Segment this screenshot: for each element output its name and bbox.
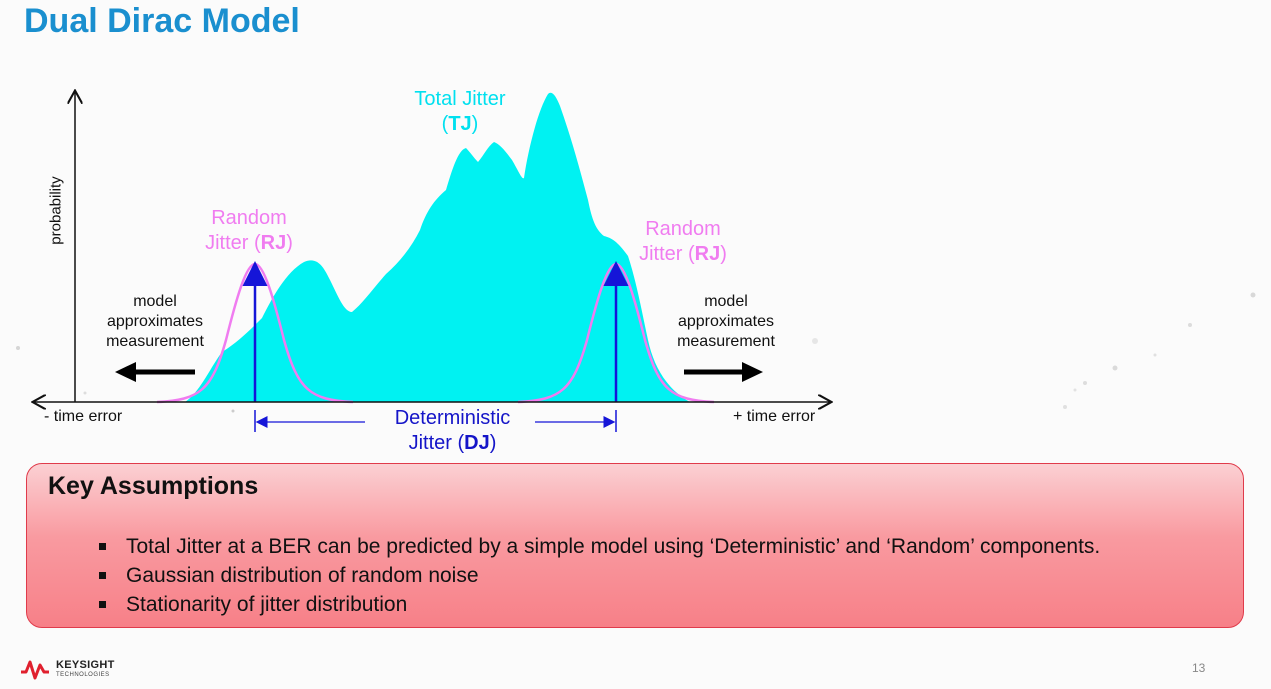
page-number: 13 — [1192, 661, 1206, 675]
deterministic-jitter-label: Deterministic Jitter (DJ) — [370, 406, 535, 456]
rj-left-line1: Random — [211, 207, 287, 229]
model-left-line2: approximates — [106, 313, 204, 330]
rj-right-prefix: Jitter ( — [639, 243, 695, 265]
bullet-icon — [99, 601, 106, 608]
logo-sub: TECHNOLOGIES — [56, 672, 110, 678]
x-axis-negative-label: - time error — [44, 408, 123, 425]
random-jitter-label-right: Random Jitter (RJ) — [618, 217, 748, 267]
model-right-line3: measurement — [677, 333, 775, 350]
key-assumptions-title: Key Assumptions — [48, 472, 259, 500]
dj-line2: Jitter (DJ) — [370, 431, 535, 456]
key-assumptions-box: Key Assumptions Total Jitter at a BER ca… — [26, 463, 1244, 628]
tj-open-paren: ( — [441, 113, 449, 135]
keysight-logo: KEYSIGHT TECHNOLOGIES — [20, 658, 115, 680]
keysight-wave-icon — [21, 660, 49, 680]
page-title: Dual Dirac Model — [24, 2, 300, 40]
tj-close-paren: ) — [471, 113, 479, 135]
logo-name: KEYSIGHT — [56, 659, 115, 671]
dj-acronym: DJ — [464, 432, 490, 454]
dj-close: ) — [489, 432, 497, 454]
assumption-text: Stationarity of jitter distribution — [126, 593, 408, 616]
model-arrowhead-right — [742, 362, 763, 382]
model-approximates-right: model approximates measurement — [656, 292, 796, 352]
rj-right-line2: Jitter (RJ) — [618, 242, 748, 267]
dj-prefix: Jitter ( — [408, 432, 465, 454]
rj-right-line1: Random — [645, 218, 721, 240]
total-jitter-distribution — [185, 92, 690, 403]
y-axis-label: probability — [47, 176, 65, 245]
model-approximates-left: model approximates measurement — [85, 292, 225, 352]
assumptions-list: Total Jitter at a BER can be predicted b… — [99, 532, 1100, 619]
rj-right-close: ) — [720, 243, 727, 265]
rj-left-close: ) — [286, 232, 293, 254]
total-jitter-acronym-line: (TJ) — [390, 112, 530, 137]
model-right-line2: approximates — [677, 313, 775, 330]
list-item: Gaussian distribution of random noise — [99, 561, 1100, 590]
rj-left-prefix: Jitter ( — [205, 232, 261, 254]
total-jitter-label: Total Jitter (TJ) — [390, 87, 530, 137]
bullet-icon — [99, 543, 106, 550]
x-axis-positive-label: + time error — [733, 408, 816, 425]
total-jitter-text: Total Jitter — [414, 88, 506, 110]
tj-acronym: TJ — [448, 113, 472, 135]
rj-left-line2: Jitter (RJ) — [184, 231, 314, 256]
assumption-text: Gaussian distribution of random noise — [126, 564, 479, 587]
random-jitter-label-left: Random Jitter (RJ) — [184, 206, 314, 256]
model-left-line3: measurement — [106, 333, 204, 350]
list-item: Stationarity of jitter distribution — [99, 590, 1100, 619]
dj-line1: Deterministic — [394, 407, 511, 429]
assumption-text: Total Jitter at a BER can be predicted b… — [126, 535, 1101, 558]
rj-right-acronym: RJ — [694, 243, 721, 265]
model-arrowhead-left — [115, 362, 136, 382]
list-item: Total Jitter at a BER can be predicted b… — [99, 532, 1100, 561]
rj-left-acronym: RJ — [260, 232, 287, 254]
model-right-line1: model — [704, 293, 748, 310]
model-left-line1: model — [133, 293, 177, 310]
bullet-icon — [99, 572, 106, 579]
